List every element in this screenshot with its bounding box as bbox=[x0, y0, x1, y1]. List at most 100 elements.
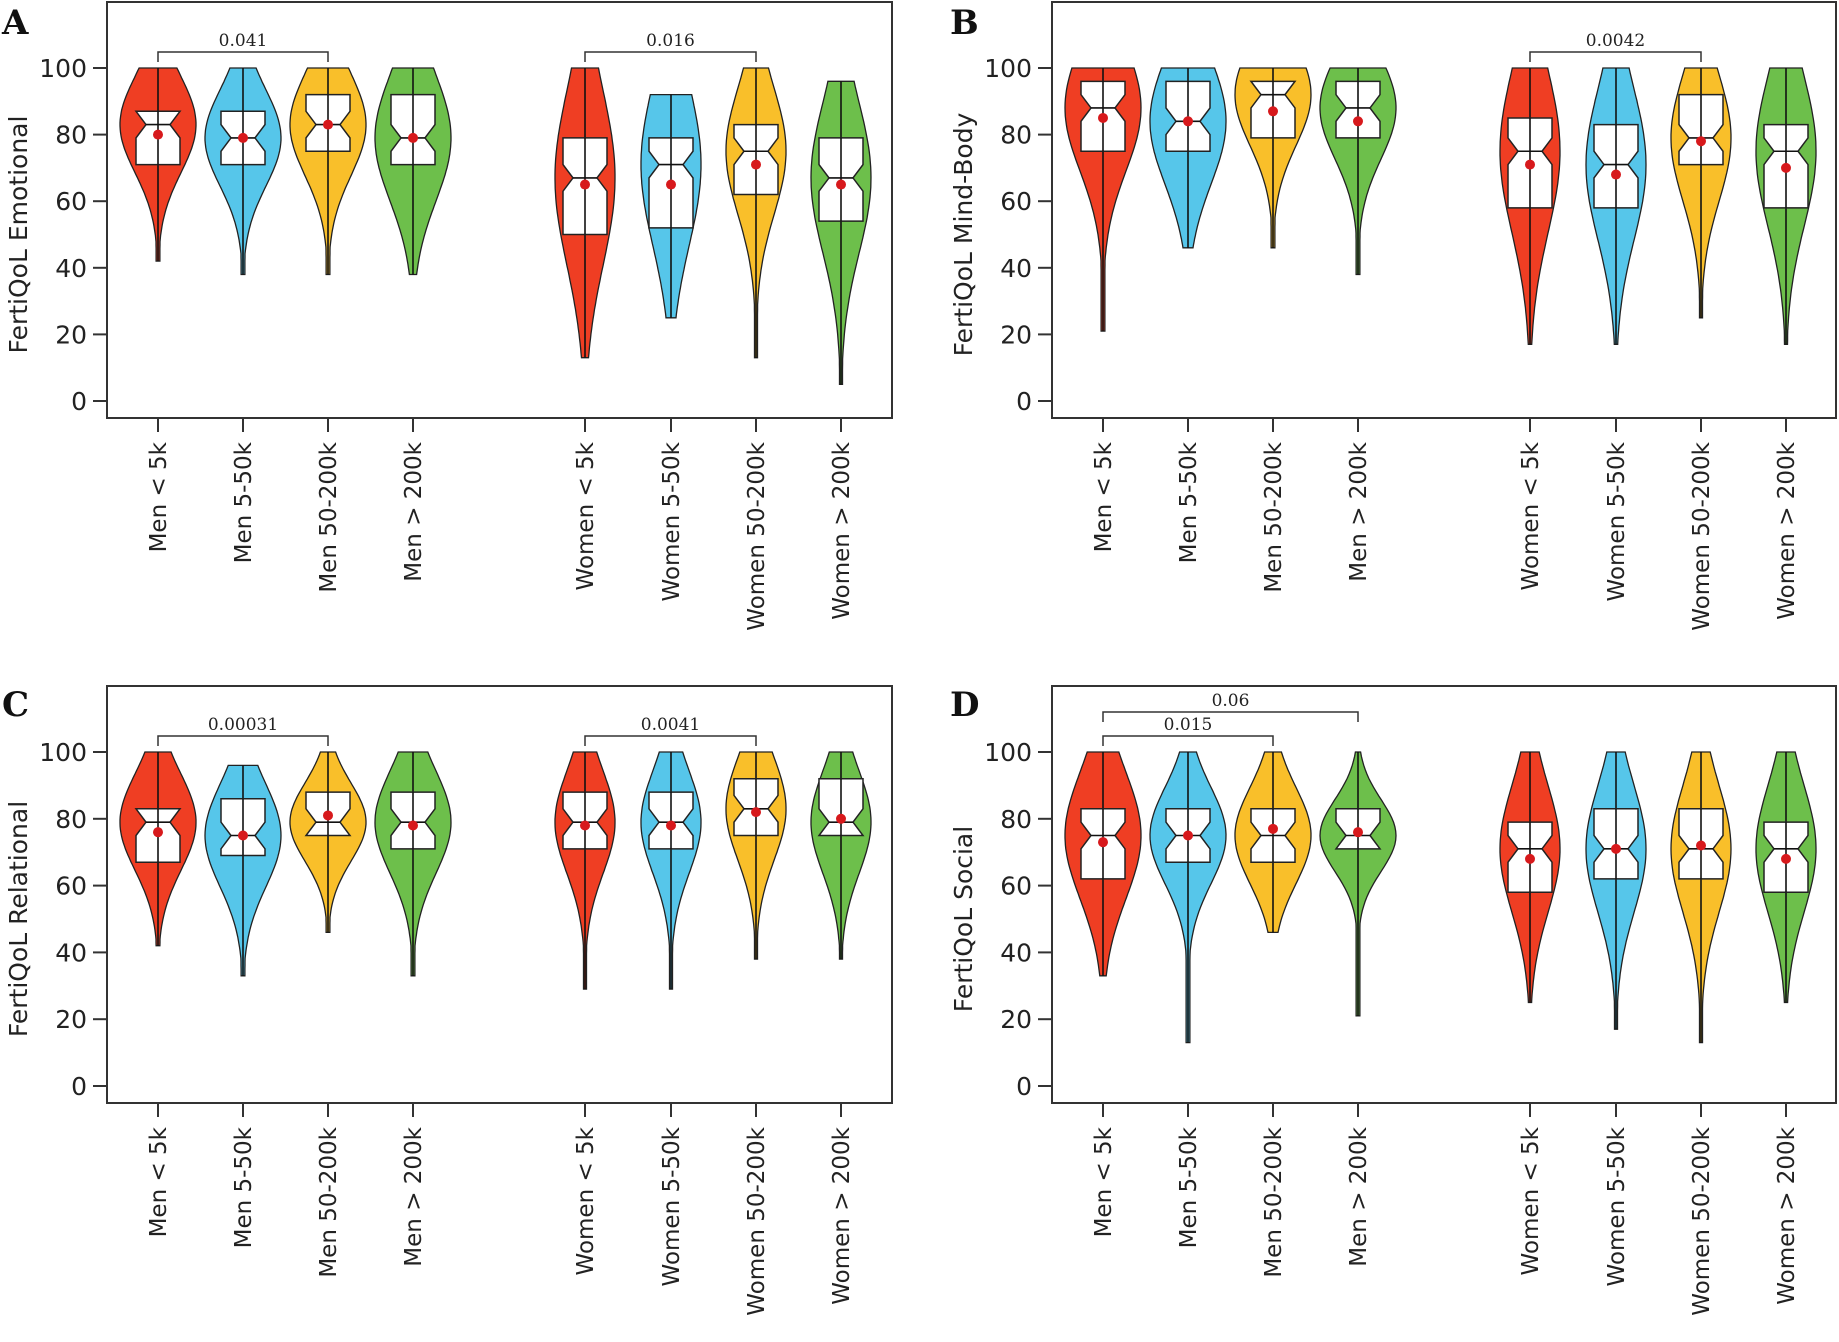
p-value-label: 0.015 bbox=[1164, 715, 1213, 735]
x-tick-label: Women > 200k bbox=[1774, 441, 1800, 619]
violin-4 bbox=[374, 751, 452, 977]
y-tick-label: 20 bbox=[1000, 1005, 1032, 1034]
mean-dot bbox=[1525, 853, 1535, 864]
x-tick-label: Men < 5k bbox=[1091, 1126, 1117, 1237]
x-tick-label: Men < 5k bbox=[1091, 441, 1117, 552]
x-tick-label: Men > 200k bbox=[1346, 441, 1372, 581]
mean-dot bbox=[1353, 116, 1363, 127]
x-tick-label: Men 5-50k bbox=[1176, 1126, 1202, 1248]
x-tick-label: Men > 200k bbox=[401, 441, 427, 581]
violin-4 bbox=[1319, 751, 1397, 1017]
y-tick-label: 100 bbox=[39, 738, 87, 767]
y-tick-label: 100 bbox=[984, 54, 1032, 83]
plot-frame bbox=[1051, 685, 1837, 1104]
y-tick-label: 20 bbox=[55, 1005, 87, 1034]
y-tick-label: 0 bbox=[71, 1072, 87, 1101]
mean-dot bbox=[1268, 106, 1278, 117]
x-tick-label: Women 50-200k bbox=[744, 1126, 770, 1315]
y-axis-title: FertiQoL Relational bbox=[4, 801, 33, 1037]
y-tick-label: 100 bbox=[984, 738, 1032, 767]
significance-bracket bbox=[584, 735, 757, 746]
mean-dot bbox=[580, 179, 590, 190]
x-tick-label: Men < 5k bbox=[146, 441, 172, 552]
violin-1 bbox=[1064, 751, 1142, 977]
mean-dot bbox=[836, 813, 846, 824]
x-tick-label: Women > 200k bbox=[829, 441, 855, 619]
x-tick-label: Men > 200k bbox=[1346, 1126, 1372, 1266]
mean-dot bbox=[1696, 136, 1706, 147]
mean-dot bbox=[1183, 116, 1193, 127]
p-value-label: 0.00031 bbox=[208, 715, 278, 735]
mean-dot bbox=[1525, 159, 1535, 170]
violin-5 bbox=[554, 751, 616, 990]
x-tick-label: Women 50-200k bbox=[744, 441, 770, 630]
x-tick-label: Men 5-50k bbox=[231, 441, 257, 563]
significance-bracket bbox=[1102, 735, 1274, 746]
y-tick-label: 60 bbox=[55, 187, 87, 216]
panel-letter: B bbox=[950, 3, 979, 43]
mean-dot bbox=[751, 159, 761, 170]
y-tick-label: 80 bbox=[1000, 805, 1032, 834]
significance-bracket bbox=[584, 51, 757, 62]
y-axis-title: FertiQoL Mind-Body bbox=[949, 112, 978, 356]
x-tick-label: Women < 5k bbox=[1518, 441, 1544, 590]
mean-dot bbox=[1781, 162, 1791, 173]
significance-bracket bbox=[1102, 711, 1359, 722]
p-value-label: 0.06 bbox=[1212, 691, 1250, 711]
x-tick-label: Women 50-200k bbox=[1689, 441, 1715, 630]
x-tick-label: Men 50-200k bbox=[1261, 1126, 1287, 1277]
y-axis-title: FertiQoL Social bbox=[949, 826, 978, 1012]
violin-3 bbox=[1234, 67, 1312, 249]
mean-dot bbox=[1611, 843, 1621, 854]
violin-6 bbox=[1585, 751, 1647, 1030]
mean-dot bbox=[1268, 823, 1278, 834]
mean-dot bbox=[1183, 830, 1193, 841]
mean-dot bbox=[153, 129, 163, 140]
violin-5 bbox=[1499, 67, 1561, 346]
x-tick-label: Men < 5k bbox=[146, 1126, 172, 1237]
x-tick-label: Men 5-50k bbox=[231, 1126, 257, 1248]
plot-frame bbox=[106, 685, 893, 1104]
violin-1 bbox=[119, 751, 197, 947]
mean-dot bbox=[1696, 840, 1706, 851]
violin-5 bbox=[1499, 751, 1561, 1004]
y-tick-label: 40 bbox=[1000, 254, 1032, 283]
violin-8 bbox=[810, 80, 872, 386]
x-tick-label: Women > 200k bbox=[1774, 1126, 1800, 1304]
panel-letter: D bbox=[950, 685, 979, 725]
y-axis-title: FertiQoL Emotional bbox=[4, 116, 33, 354]
y-tick-label: 20 bbox=[55, 320, 87, 349]
violin-8 bbox=[810, 751, 872, 960]
y-tick-label: 100 bbox=[39, 54, 87, 83]
violin-3 bbox=[1234, 751, 1312, 934]
y-tick-label: 40 bbox=[55, 938, 87, 967]
y-tick-label: 60 bbox=[1000, 872, 1032, 901]
x-tick-label: Men 50-200k bbox=[316, 1126, 342, 1277]
y-tick-label: 80 bbox=[55, 805, 87, 834]
x-tick-label: Men > 200k bbox=[401, 1126, 427, 1266]
mean-dot bbox=[836, 179, 846, 190]
violin-6 bbox=[640, 751, 702, 990]
mean-dot bbox=[1611, 169, 1621, 180]
violin-4 bbox=[374, 67, 452, 276]
mean-dot bbox=[238, 830, 248, 841]
violin-1 bbox=[1064, 67, 1142, 332]
y-tick-label: 40 bbox=[1000, 938, 1032, 967]
x-tick-label: Women < 5k bbox=[573, 441, 599, 590]
mean-dot bbox=[408, 820, 418, 831]
mean-dot bbox=[1098, 837, 1108, 848]
mean-dot bbox=[323, 810, 333, 821]
mean-dot bbox=[580, 820, 590, 831]
mean-dot bbox=[751, 807, 761, 818]
panel-c: C 0 20 40 60 80 100 FertiQoL Relational Men < 5k… bbox=[2, 685, 893, 1316]
mean-dot bbox=[153, 827, 163, 838]
x-tick-label: Women 5-50k bbox=[659, 1126, 685, 1286]
p-value-label: 0.0041 bbox=[641, 715, 700, 735]
violin-2 bbox=[1149, 67, 1227, 249]
x-tick-label: Men 50-200k bbox=[316, 441, 342, 592]
y-tick-label: 80 bbox=[1000, 121, 1032, 150]
mean-dot bbox=[238, 132, 248, 143]
plot-frame bbox=[106, 1, 893, 419]
violin-7 bbox=[725, 751, 787, 960]
x-tick-label: Women 5-50k bbox=[1604, 1126, 1630, 1286]
